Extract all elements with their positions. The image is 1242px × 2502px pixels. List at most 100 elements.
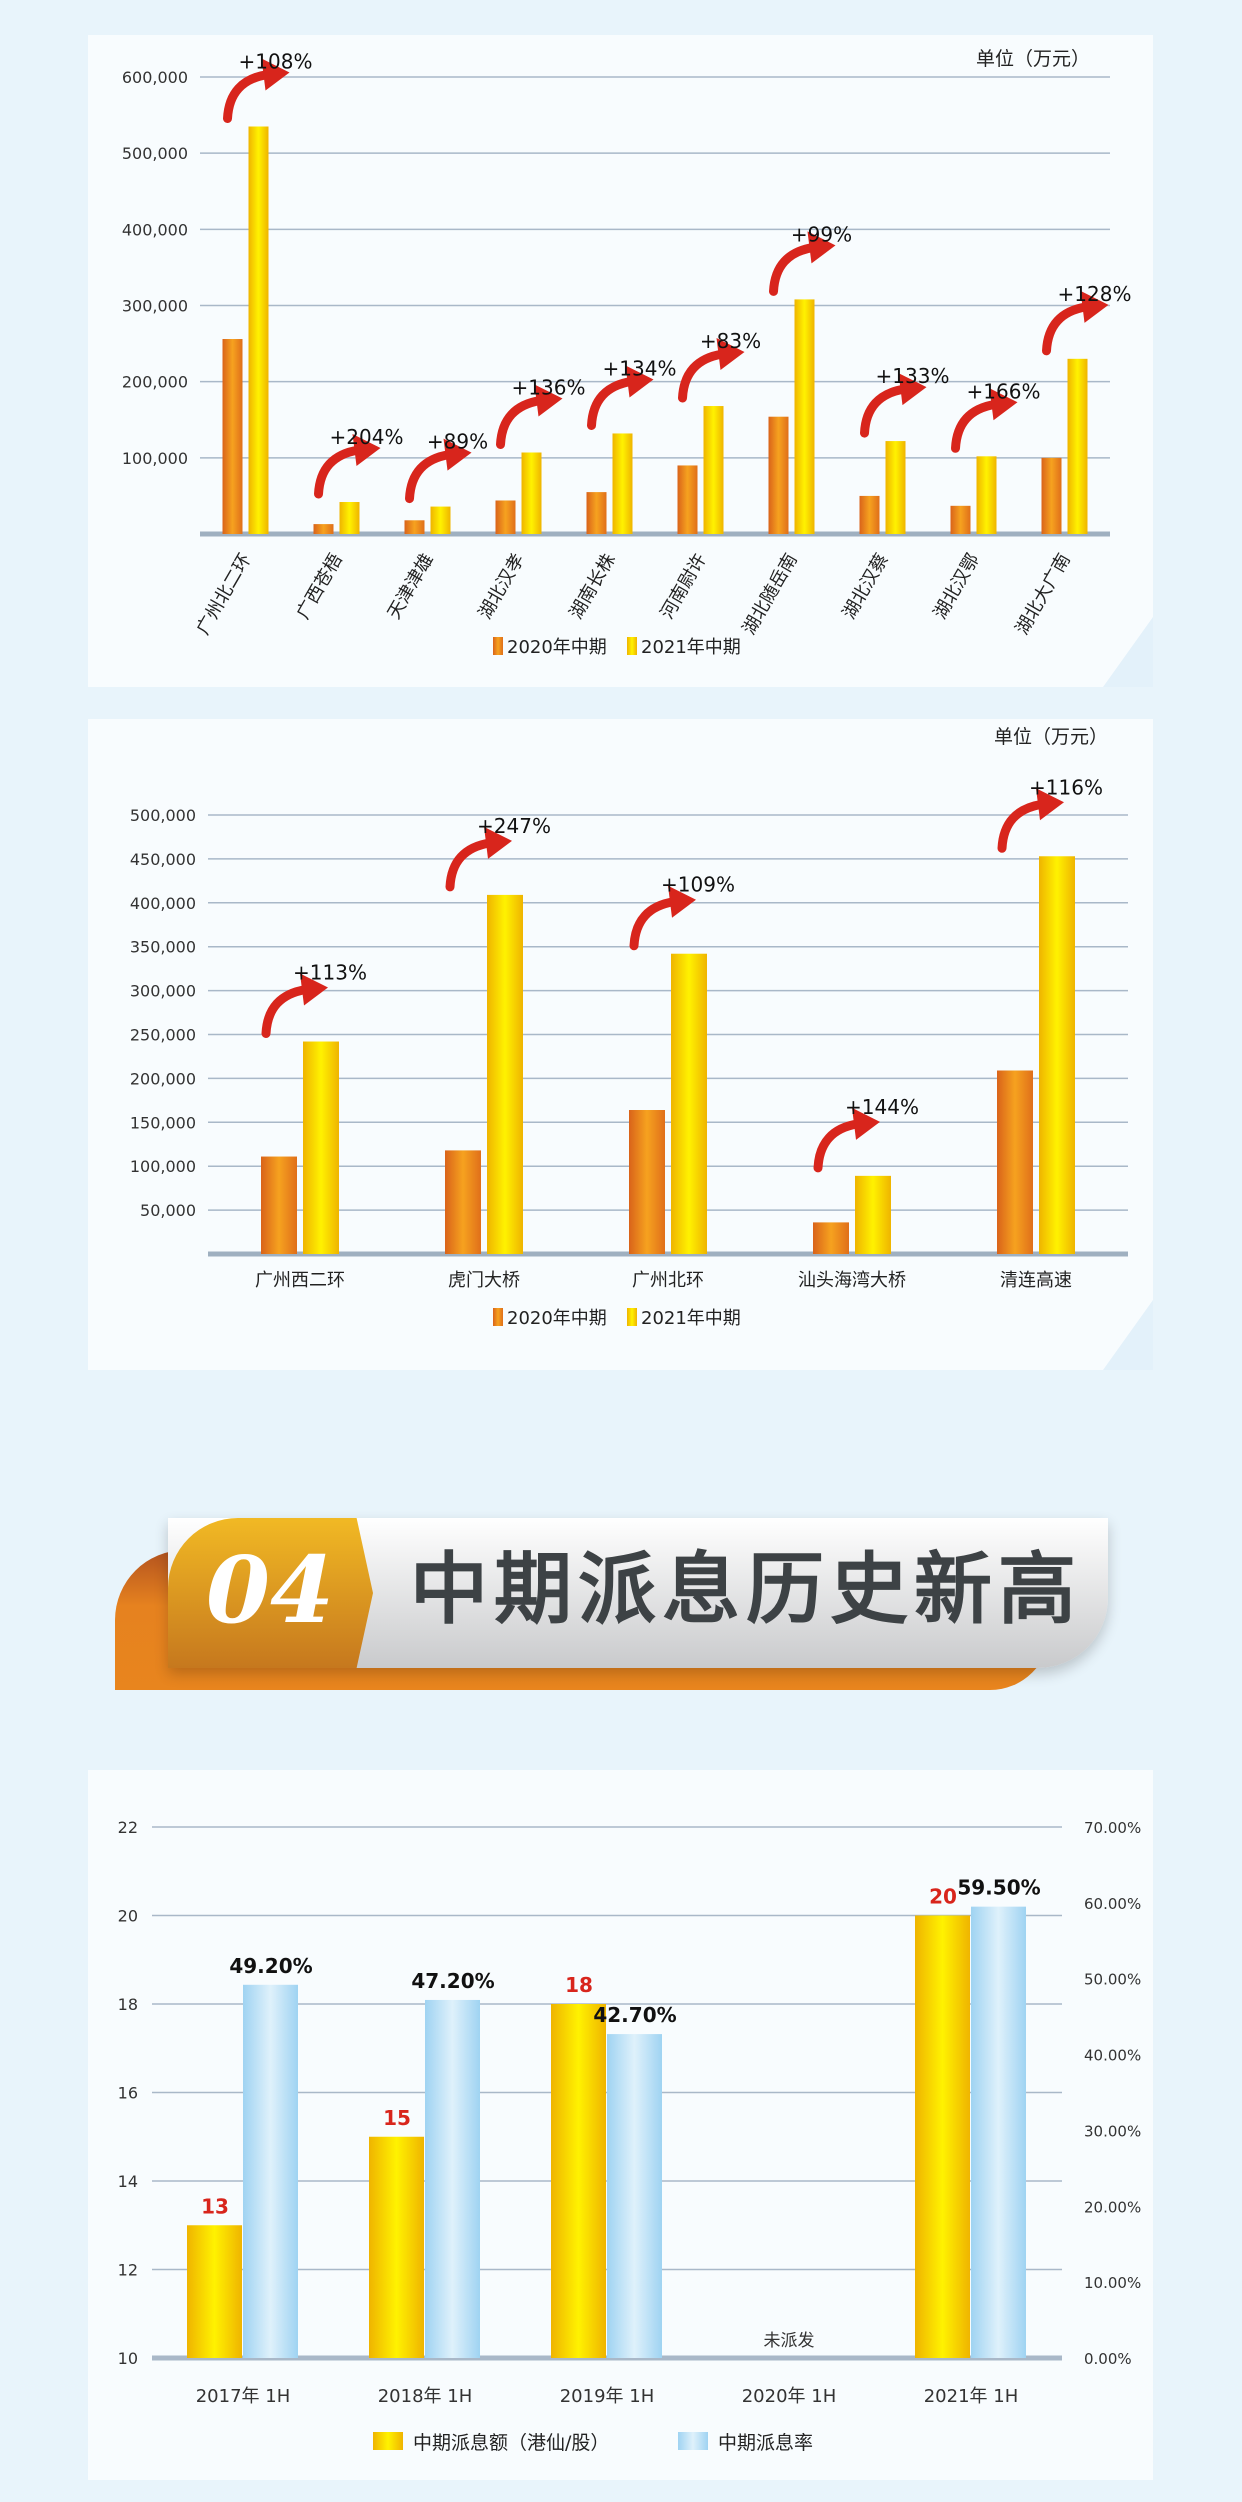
- dividend-amount-label: 20: [929, 1885, 957, 1909]
- dividend-amount-bar: [369, 2136, 424, 2358]
- growth-arrowhead-icon: [807, 231, 836, 264]
- growth-arrow-icon: [496, 396, 545, 450]
- legend-label-2020: 2020年中期: [507, 637, 607, 658]
- x-category-label: 天津津雄: [384, 550, 438, 623]
- payout-ratio-bar: [607, 2034, 662, 2358]
- bar-2020: [950, 505, 971, 534]
- x-category-label: 广州西二环: [255, 1270, 345, 1291]
- y-tick-label: 100,000: [130, 1157, 196, 1176]
- growth-arrowhead-icon: [716, 338, 745, 371]
- y-tick-label: 100,000: [122, 449, 188, 468]
- growth-arrow-icon: [678, 349, 727, 403]
- growth-arrow-icon: [629, 897, 679, 951]
- growth-arrowhead-icon: [534, 384, 563, 417]
- x-category-label: 湖北汉孝: [475, 550, 529, 623]
- x-category-label: 湖北汉鄂: [930, 550, 984, 623]
- bar-2021: [521, 452, 542, 534]
- not-paid-note: 未派发: [764, 2331, 815, 2351]
- bar-2021: [339, 502, 360, 534]
- bar-2021: [303, 1041, 339, 1254]
- bar-2021: [703, 406, 724, 534]
- y-left-tick-label: 22: [118, 1818, 138, 1837]
- legend-swatch-ratio: [678, 2432, 708, 2450]
- dividend-amount-label: 13: [201, 2194, 229, 2218]
- growth-arrowhead-icon: [989, 388, 1018, 421]
- dividend-amount-label: 15: [383, 2106, 411, 2130]
- growth-arrowhead-icon: [625, 365, 654, 398]
- y-right-tick-label: 30.00%: [1084, 2122, 1141, 2140]
- bar-2020: [445, 1150, 481, 1254]
- growth-arrowhead-icon: [300, 973, 328, 1006]
- growth-arrow-icon: [1042, 302, 1091, 356]
- bar-2021: [794, 299, 815, 534]
- bar-2020: [1041, 457, 1062, 534]
- y-right-tick-label: 0.00%: [1084, 2350, 1132, 2368]
- y-left-tick-label: 16: [118, 2084, 138, 2103]
- legend-swatch-2021: [627, 1308, 637, 1326]
- growth-arrow-icon: [445, 838, 495, 892]
- growth-arrowhead-icon: [352, 434, 381, 467]
- x-category-label: 广西苍梧: [293, 550, 347, 623]
- growth-label: +113%: [293, 961, 367, 985]
- y-tick-label: 50,000: [140, 1201, 196, 1220]
- legend-label-2021: 2021年中期: [641, 1308, 741, 1329]
- chart-panel-3: 10 12 14 16 18 20 22 0.00% 10.00% 20.00% 30.00% 40.…: [88, 1770, 1153, 2480]
- bar-2020: [495, 500, 516, 534]
- growth-label: +83%: [700, 329, 761, 353]
- growth-label: +204%: [330, 425, 404, 449]
- growth-label: +166%: [967, 379, 1041, 403]
- bar-2021: [430, 506, 451, 534]
- bar-2020: [313, 524, 334, 534]
- y-tick-label: 200,000: [130, 1069, 196, 1088]
- growth-arrow-icon: [314, 445, 363, 499]
- bar-2020: [222, 339, 243, 534]
- x-category-label: 广州北环: [632, 1270, 704, 1291]
- unit-label: 单位（万元）: [976, 48, 1090, 70]
- x-category-label: 2018年 1H: [378, 2386, 473, 2407]
- bar-2020: [768, 416, 789, 534]
- dividend-amount-label: 18: [565, 1973, 593, 1997]
- dividend-amount-bar: [187, 2225, 242, 2358]
- growth-label: +128%: [1058, 282, 1132, 306]
- growth-arrow-icon: [997, 799, 1047, 853]
- x-category-label: 湖北汉蔡: [839, 550, 893, 623]
- bar-2021: [1067, 358, 1088, 534]
- growth-arrow-icon: [261, 985, 311, 1039]
- bar-2020: [586, 492, 607, 534]
- bar-2020: [859, 495, 880, 534]
- y-right-tick-label: 60.00%: [1084, 1895, 1141, 1913]
- payout-ratio-label: 42.70%: [593, 2003, 676, 2027]
- payout-ratio-bar: [971, 1906, 1026, 2358]
- growth-arrow-icon: [587, 376, 636, 430]
- growth-label: +247%: [477, 814, 551, 838]
- bar-2021: [855, 1175, 891, 1254]
- growth-label: +99%: [791, 222, 852, 246]
- growth-arrowhead-icon: [668, 885, 696, 918]
- bar-2021: [885, 441, 906, 534]
- y-tick-label: 600,000: [122, 68, 188, 87]
- growth-arrowhead-icon: [1080, 290, 1109, 323]
- legend-swatch-2021: [627, 637, 637, 655]
- y-right-tick-label: 50.00%: [1084, 1971, 1141, 1989]
- x-category-label: 清连高速: [1000, 1270, 1072, 1291]
- y-tick-label: 500,000: [130, 806, 196, 825]
- growth-arrowhead-icon: [852, 1107, 880, 1140]
- y-right-tick-label: 40.00%: [1084, 2047, 1141, 2065]
- y-tick-label: 450,000: [130, 850, 196, 869]
- y-tick-label: 200,000: [122, 373, 188, 392]
- x-category-label: 2020年 1H: [742, 2386, 837, 2407]
- growth-arrow-icon: [405, 450, 454, 504]
- y-right-tick-label: 20.00%: [1084, 2198, 1141, 2216]
- legend-swatch-2020: [493, 637, 503, 655]
- bar-2021: [612, 433, 633, 534]
- growth-arrow-icon: [951, 399, 1000, 453]
- growth-arrowhead-icon: [261, 58, 290, 91]
- bar-2021: [671, 953, 707, 1254]
- payout-ratio-label: 49.20%: [229, 1954, 312, 1978]
- growth-label: +144%: [845, 1095, 919, 1119]
- y-tick-label: 300,000: [122, 297, 188, 316]
- banner-badge: [168, 1518, 373, 1668]
- x-category-label: 广州北二环: [193, 550, 256, 638]
- payout-ratio-bar: [243, 1984, 298, 2358]
- legend-label-2020: 2020年中期: [507, 1308, 607, 1329]
